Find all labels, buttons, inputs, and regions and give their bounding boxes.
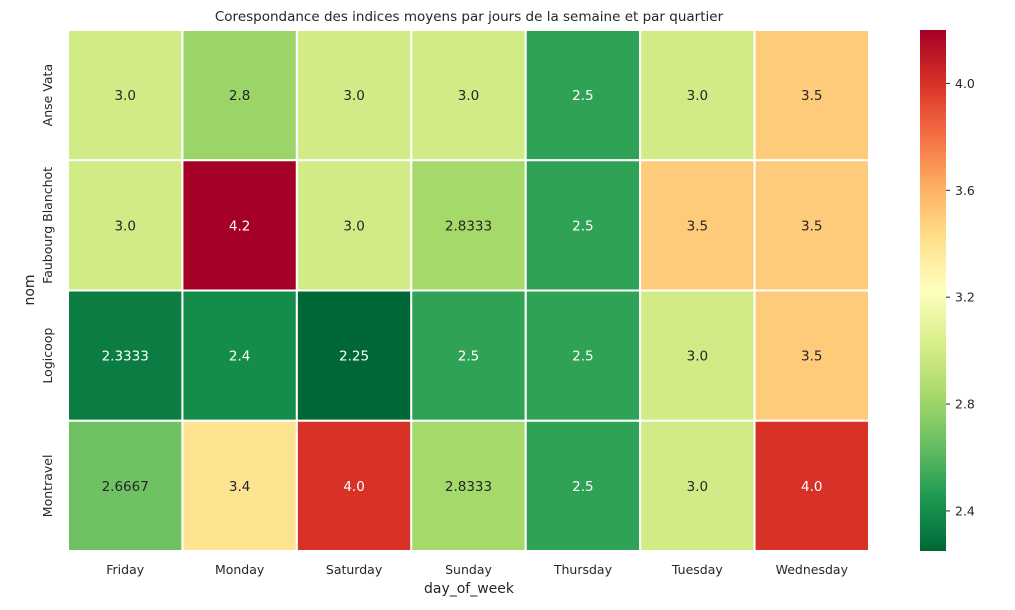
y-tick-label: Faubourg Blanchot xyxy=(40,167,55,284)
colorbar-tick-label: 3.2 xyxy=(955,290,975,305)
heatmap-cell-label: 4.0 xyxy=(801,479,822,495)
heatmap-cell-label: 3.0 xyxy=(343,88,364,104)
heatmap-cell xyxy=(753,289,870,422)
x-tick-label: Sunday xyxy=(445,562,492,577)
heatmap-cell-label: 3.0 xyxy=(458,88,479,104)
heatmap-cell-label: 2.4 xyxy=(229,349,250,365)
colorbar-tick-label: 2.4 xyxy=(955,503,975,518)
heatmap-cell xyxy=(524,159,642,292)
heatmap-cell-label: 2.8333 xyxy=(445,218,492,234)
colorbar-tick-label: 3.6 xyxy=(955,183,975,198)
heatmap-cell-label: 3.0 xyxy=(687,88,708,104)
heatmap-cell-label: 3.0 xyxy=(114,88,135,104)
colorbar-ticks: 2.4 2.8 3.2 3.6 4.0 xyxy=(946,76,975,518)
heatmap-cell xyxy=(524,289,642,422)
heatmap-cell-label: 3.5 xyxy=(801,88,822,104)
heatmap-cell-label: 4.2 xyxy=(229,218,250,234)
heatmap-cell-label: 2.5 xyxy=(458,349,479,365)
heatmap-cell-label: 3.0 xyxy=(687,479,708,495)
heatmap-cell xyxy=(67,159,184,292)
heatmap-cell-label: 3.5 xyxy=(687,218,708,234)
heatmap-cell-label: 3.0 xyxy=(114,218,135,234)
heatmap-cell xyxy=(295,159,413,292)
y-tick-label: Logicoop xyxy=(40,328,55,384)
y-axis-label: nom xyxy=(22,274,38,305)
heatmap-cell xyxy=(753,159,870,292)
colorbar-tick-label: 2.8 xyxy=(955,397,975,412)
heatmap-cell-label: 3.5 xyxy=(801,349,822,365)
heatmap-cell-label: 3.5 xyxy=(801,218,822,234)
heatmap-cell-label: 3.0 xyxy=(343,218,364,234)
heatmap-cell xyxy=(410,419,527,552)
colorbar-tick-label: 4.0 xyxy=(955,76,975,91)
heatmap-cell xyxy=(181,419,298,552)
heatmap-cell-label: 2.6667 xyxy=(102,479,149,495)
heatmap-cell-label: 2.5 xyxy=(572,88,593,104)
heatmap-cell-label: 3.0 xyxy=(687,349,708,365)
heatmap-cell xyxy=(410,289,527,422)
heatmap-cell-label: 2.8 xyxy=(229,88,250,104)
heatmap-cell xyxy=(181,29,298,162)
y-tick-label: Anse Vata xyxy=(40,64,55,126)
x-tick-label: Friday xyxy=(106,562,144,577)
x-tick-label: Wednesday xyxy=(776,562,849,577)
heatmap-cell-label: 4.0 xyxy=(343,479,364,495)
colorbar-gradient xyxy=(920,30,946,551)
heatmap-cell-label: 2.5 xyxy=(572,479,593,495)
heatmap-cells: 3.0 2.8 3.0 3.0 2.5 3.0 3.5 3.0 4.2 3.0 2.8333 2.5 3… xyxy=(67,29,870,552)
heatmap-cell xyxy=(67,29,184,162)
x-tick-label: Saturday xyxy=(326,562,383,577)
heatmap-cell xyxy=(639,289,756,422)
heatmap-cell xyxy=(753,419,870,552)
x-tick-labels: Friday Monday Saturday Sunday Thursday Tuesda… xyxy=(106,562,848,577)
heatmap-cell-label: 3.4 xyxy=(229,479,250,495)
colorbar: 2.4 2.8 3.2 3.6 4.0 xyxy=(920,30,975,551)
x-tick-label: Thursday xyxy=(553,562,613,577)
y-tick-labels: Anse Vata Faubourg Blanchot Logicoop Montra… xyxy=(40,64,55,517)
heatmap-cell-label: 2.5 xyxy=(572,218,593,234)
x-axis-label: day_of_week xyxy=(424,581,515,597)
y-tick-label: Montravel xyxy=(40,455,55,518)
heatmap-cell-label: 2.25 xyxy=(339,349,369,365)
heatmap-cell xyxy=(67,419,184,552)
heatmap-cell xyxy=(639,29,756,162)
heatmap-cell xyxy=(295,289,413,422)
x-tick-label: Monday xyxy=(215,562,265,577)
heatmap-cell-label: 2.5 xyxy=(572,349,593,365)
chart-title: Corespondance des indices moyens par jou… xyxy=(215,9,724,25)
x-tick-label: Tuesday xyxy=(671,562,723,577)
heatmap-cell-label: 2.3333 xyxy=(102,349,149,365)
heatmap-cell xyxy=(639,419,756,552)
heatmap-cell xyxy=(181,289,298,422)
heatmap-cell-label: 2.8333 xyxy=(445,479,492,495)
heatmap-cell xyxy=(295,29,413,162)
